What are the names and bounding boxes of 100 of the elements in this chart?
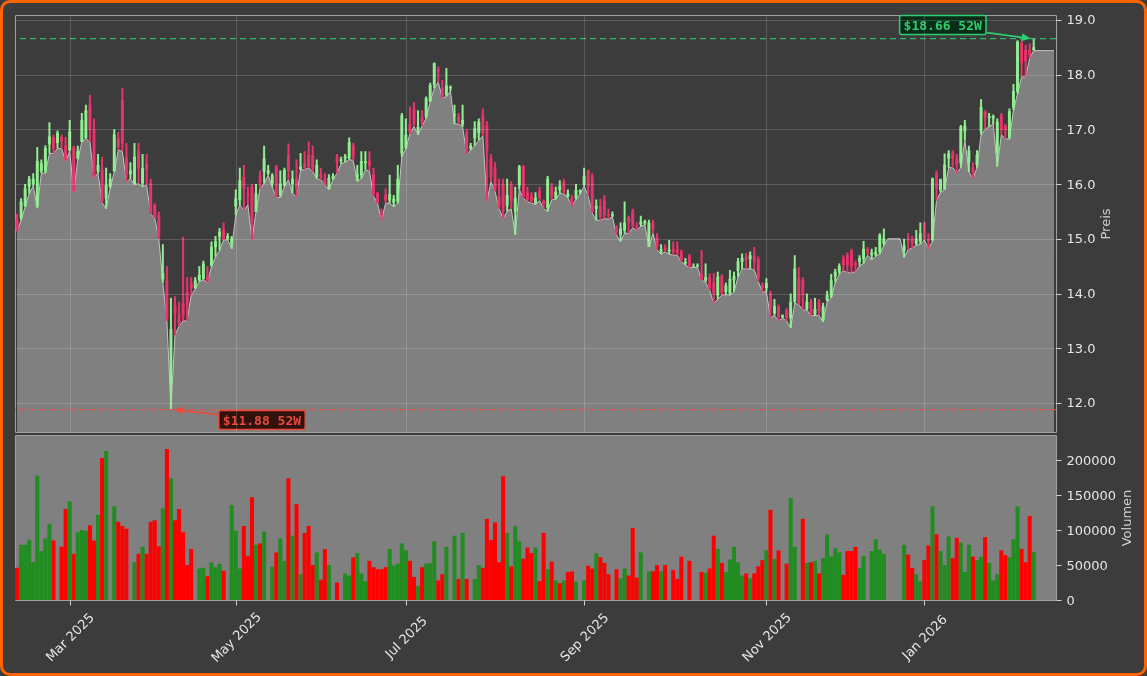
candlestick: [845, 251, 849, 274]
bar: [902, 544, 907, 600]
y-tick-label: 12.0: [1066, 395, 1096, 411]
bar: [464, 579, 469, 600]
candlestick: [68, 119, 72, 153]
y-tick-label: 200000: [1066, 452, 1117, 468]
candlestick: [720, 273, 724, 297]
candlestick: [278, 169, 282, 199]
candlestick: [728, 269, 732, 297]
bar: [221, 570, 226, 600]
bar: [104, 451, 109, 600]
candlestick: [619, 221, 623, 243]
bar: [930, 506, 935, 600]
bar: [278, 538, 283, 600]
candlestick: [286, 142, 290, 181]
candlestick: [307, 140, 311, 169]
bar: [557, 583, 562, 600]
bar: [1015, 506, 1020, 600]
bar: [703, 572, 708, 600]
bar: [833, 548, 838, 600]
bar: [614, 569, 619, 600]
bar: [116, 521, 121, 600]
bar: [533, 547, 538, 600]
candlestick: [967, 144, 971, 174]
bar: [476, 565, 481, 600]
candlestick: [821, 301, 825, 323]
candlestick: [258, 169, 262, 190]
bar: [565, 572, 570, 600]
bar: [83, 530, 88, 600]
bar: [253, 544, 259, 600]
candlestick: [935, 169, 938, 202]
bar: [995, 574, 1000, 600]
candlestick: [52, 133, 55, 155]
bar: [262, 531, 267, 600]
bar: [1019, 548, 1024, 600]
bar: [553, 580, 558, 600]
candlestick: [303, 150, 307, 171]
bar: [873, 539, 878, 600]
bar: [598, 557, 603, 600]
bar: [148, 521, 153, 600]
bar: [958, 542, 963, 600]
candlestick: [440, 79, 444, 100]
bar: [549, 561, 554, 600]
bar: [120, 525, 125, 600]
bar: [545, 569, 550, 600]
bar: [440, 574, 445, 600]
bar: [525, 547, 530, 600]
bar: [881, 553, 886, 600]
candlestick: [1024, 44, 1028, 78]
candlestick: [509, 180, 513, 210]
candlestick: [497, 177, 501, 210]
bar: [764, 550, 769, 600]
candlestick: [80, 111, 84, 143]
bar: [96, 514, 101, 600]
bar: [845, 551, 850, 600]
y-tick-label: 0: [1066, 592, 1075, 608]
bar: [492, 522, 498, 600]
bar: [286, 478, 291, 600]
candlestick: [517, 163, 521, 191]
bar: [569, 571, 574, 600]
candlestick: [262, 144, 266, 185]
candlestick: [367, 150, 371, 172]
candlestick: [615, 224, 618, 236]
bar: [15, 567, 20, 600]
bar: [699, 572, 704, 600]
bar: [853, 546, 858, 600]
y-tick-label: 19.0: [1066, 12, 1096, 28]
bar: [51, 540, 56, 600]
bar: [954, 537, 959, 600]
bar: [424, 563, 429, 600]
candlestick: [534, 191, 537, 206]
bar: [671, 569, 676, 600]
bar: [687, 560, 692, 600]
bar: [934, 534, 939, 600]
bar: [241, 525, 246, 600]
bar: [87, 525, 92, 600]
candlestick: [311, 144, 315, 173]
bar: [938, 551, 943, 600]
candlestick: [756, 255, 760, 283]
bar: [983, 537, 988, 600]
bar: [399, 543, 404, 600]
bar: [75, 532, 80, 600]
bar: [812, 560, 818, 600]
bar: [112, 506, 117, 600]
bar: [630, 527, 635, 600]
bar: [132, 562, 137, 600]
bar: [974, 560, 980, 600]
candlestick: [505, 177, 509, 213]
y-tick-label: 15.0: [1066, 231, 1096, 247]
candlestick: [404, 117, 408, 150]
y-tick-label: 18.0: [1066, 67, 1096, 83]
bar: [217, 563, 222, 600]
bar: [970, 556, 975, 600]
bar: [367, 560, 372, 600]
bar: [326, 565, 331, 600]
candlestick: [696, 262, 699, 269]
bar: [19, 544, 24, 600]
candlestick: [444, 67, 448, 98]
bar: [772, 558, 777, 600]
candlestick: [631, 207, 635, 229]
